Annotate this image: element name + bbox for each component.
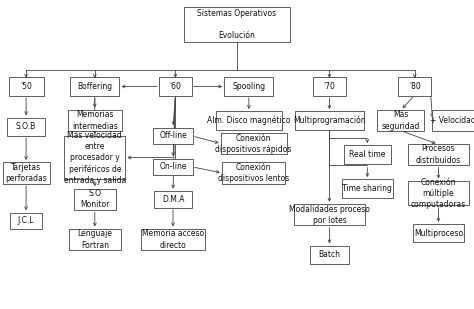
Text: S.O
Monitor: S.O Monitor bbox=[80, 189, 109, 210]
FancyBboxPatch shape bbox=[64, 136, 125, 179]
Text: Modalidades proceso
por lotes: Modalidades proceso por lotes bbox=[289, 205, 370, 225]
FancyBboxPatch shape bbox=[408, 181, 469, 205]
FancyBboxPatch shape bbox=[222, 163, 285, 184]
FancyBboxPatch shape bbox=[8, 118, 45, 136]
FancyBboxPatch shape bbox=[68, 110, 122, 131]
Text: Batch: Batch bbox=[319, 250, 340, 260]
Text: Más velocidad
entre
procesador y
periféricos de
entrada y salida: Más velocidad entre procesador y perifér… bbox=[64, 131, 126, 184]
FancyBboxPatch shape bbox=[408, 144, 469, 165]
FancyBboxPatch shape bbox=[184, 7, 290, 42]
FancyBboxPatch shape bbox=[70, 77, 119, 96]
Text: Lenguaje
Fortran: Lenguaje Fortran bbox=[77, 229, 112, 250]
FancyBboxPatch shape bbox=[398, 77, 431, 96]
Text: '70: '70 bbox=[323, 82, 336, 91]
FancyBboxPatch shape bbox=[431, 110, 474, 131]
FancyBboxPatch shape bbox=[153, 128, 193, 144]
Text: J.C.L: J.C.L bbox=[18, 216, 34, 226]
FancyBboxPatch shape bbox=[159, 77, 191, 96]
FancyBboxPatch shape bbox=[377, 110, 424, 131]
FancyBboxPatch shape bbox=[153, 159, 193, 175]
Text: Alm. Disco magnético: Alm. Disco magnético bbox=[207, 116, 291, 125]
Text: Boffering: Boffering bbox=[77, 82, 112, 91]
Text: Más
seguridad: Más seguridad bbox=[382, 110, 419, 131]
Text: Sistemas Operativos

Evolución: Sistemas Operativos Evolución bbox=[198, 9, 276, 40]
Text: Off-line: Off-line bbox=[159, 131, 187, 141]
Text: Time sharing: Time sharing bbox=[342, 184, 392, 193]
Text: Spooling: Spooling bbox=[232, 82, 265, 91]
FancyBboxPatch shape bbox=[295, 112, 364, 130]
FancyBboxPatch shape bbox=[69, 229, 120, 250]
Text: '50: '50 bbox=[20, 82, 32, 91]
FancyBboxPatch shape bbox=[221, 133, 286, 154]
Text: Conexión
múltiple
computadoras: Conexión múltiple computadoras bbox=[411, 178, 466, 209]
Text: Multiprogramación: Multiprogramación bbox=[293, 116, 366, 125]
Text: D.M.A: D.M.A bbox=[162, 195, 184, 204]
Text: Conexión
dispositivos rápidos: Conexión dispositivos rápidos bbox=[215, 133, 292, 154]
Text: Multiproceso: Multiproceso bbox=[414, 229, 463, 238]
Text: Tarjetas
perforadas: Tarjetas perforadas bbox=[5, 163, 47, 183]
FancyBboxPatch shape bbox=[216, 112, 282, 130]
FancyBboxPatch shape bbox=[141, 229, 205, 250]
Text: Memoria acceso
directo: Memoria acceso directo bbox=[142, 229, 204, 250]
Text: Memorias
intermedias: Memorias intermedias bbox=[72, 110, 118, 131]
Text: + Velocidad: + Velocidad bbox=[430, 116, 474, 125]
FancyBboxPatch shape bbox=[344, 146, 391, 164]
Text: '60: '60 bbox=[169, 82, 182, 91]
FancyBboxPatch shape bbox=[412, 224, 464, 242]
FancyBboxPatch shape bbox=[224, 77, 273, 96]
Text: '80: '80 bbox=[409, 82, 420, 91]
FancyBboxPatch shape bbox=[155, 191, 191, 208]
Text: Conexión
dispositivos lentos: Conexión dispositivos lentos bbox=[218, 163, 289, 183]
FancyBboxPatch shape bbox=[313, 77, 346, 96]
Text: Procesos
distribuidos: Procesos distribuidos bbox=[416, 144, 461, 165]
FancyBboxPatch shape bbox=[2, 163, 49, 184]
FancyBboxPatch shape bbox=[294, 204, 365, 226]
FancyBboxPatch shape bbox=[9, 213, 42, 229]
FancyBboxPatch shape bbox=[9, 77, 44, 96]
FancyBboxPatch shape bbox=[310, 246, 349, 264]
Text: S.O.B: S.O.B bbox=[16, 122, 36, 131]
Text: On-line: On-line bbox=[159, 162, 187, 171]
FancyBboxPatch shape bbox=[341, 179, 393, 198]
Text: Real time: Real time bbox=[349, 150, 385, 159]
FancyBboxPatch shape bbox=[73, 188, 116, 210]
